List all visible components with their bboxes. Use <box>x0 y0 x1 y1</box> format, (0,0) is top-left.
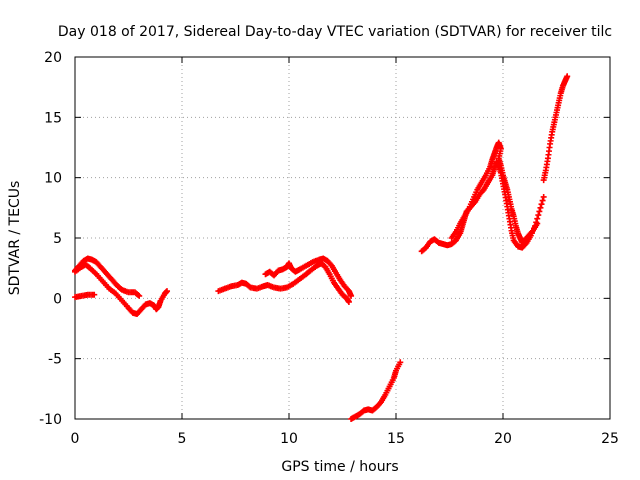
series-segment-6 <box>348 359 404 422</box>
x-tick-label: 10 <box>280 431 298 447</box>
data-point <box>536 208 543 215</box>
x-tick-label: 20 <box>494 431 512 447</box>
series-segment-8 <box>448 139 541 246</box>
data-point <box>537 204 544 211</box>
data-point <box>164 288 171 295</box>
y-tick-label: 15 <box>44 110 62 126</box>
data-point <box>538 201 545 208</box>
data-point <box>136 292 143 299</box>
series-segment-1 <box>72 255 143 299</box>
y-tick-label: 0 <box>53 291 62 307</box>
x-tick-label: 15 <box>387 431 405 447</box>
y-axis-label: SDTVAR / TECUs <box>7 181 23 296</box>
series-segment-2 <box>72 261 171 318</box>
data-point <box>397 359 404 366</box>
x-tick-label: 25 <box>601 431 619 447</box>
x-axis-label: GPS time / hours <box>281 459 398 475</box>
data-point <box>348 292 355 299</box>
y-tick-label: 5 <box>53 231 62 247</box>
grid-lines <box>75 57 610 419</box>
x-tick-label: 5 <box>178 431 187 447</box>
data-point <box>540 193 547 200</box>
data-point <box>534 220 541 227</box>
data-point <box>539 197 546 204</box>
y-tick-label: -10 <box>39 412 62 428</box>
data-point <box>345 298 352 305</box>
y-tick-label: 20 <box>44 50 62 66</box>
data-point <box>135 292 142 299</box>
data-point <box>91 291 98 298</box>
y-tick-label: -5 <box>48 352 62 368</box>
x-tick-label: 0 <box>71 431 80 447</box>
data-point <box>535 212 542 219</box>
series-segment-4 <box>215 260 352 305</box>
axis-ticks <box>74 56 611 420</box>
y-tick-label: 10 <box>44 171 62 187</box>
series-segment-3 <box>72 291 98 301</box>
series-segment-9 <box>540 73 571 184</box>
data-point <box>564 73 571 80</box>
y-axis-tick-labels: -10 -5 0 5 10 15 20 <box>39 50 62 428</box>
x-axis-tick-labels: 0 5 10 15 20 25 <box>71 431 619 447</box>
chart-title: Day 018 of 2017, Sidereal Day-to-day VTE… <box>58 24 612 40</box>
series-segment-5 <box>262 255 355 299</box>
data-series <box>72 73 571 422</box>
